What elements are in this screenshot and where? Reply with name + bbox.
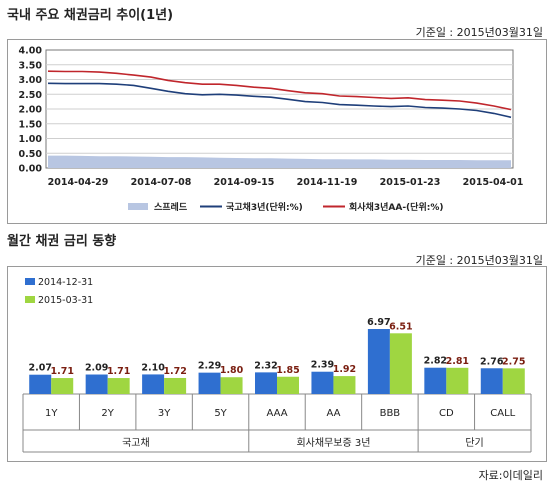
y-tick-label: 1.00 — [19, 134, 43, 145]
bar-label-2015-03-31-CALL: 2.75 — [502, 356, 525, 367]
legend-swatch-2015-03-31 — [25, 296, 35, 303]
bar-2015-03-31-AAA — [277, 376, 299, 394]
top-chart-title: 국내 주요 채권금리 추이(1년) — [7, 8, 174, 23]
series-line-govt-3y — [47, 82, 512, 119]
x-tick-label: 2014-09-15 — [214, 177, 275, 188]
bottom-chart-date: 기준일 : 2015년03월31일 — [415, 254, 543, 267]
series-line-corp-3y — [47, 70, 512, 111]
bar-2014-12-31-2Y — [85, 374, 108, 394]
x-tick-label: 2014-04-29 — [48, 177, 109, 188]
bar-2014-12-31-AAA — [255, 372, 277, 394]
legend-govt-3y-label: 국고채3년(단위:%) — [226, 201, 303, 213]
category-label-CD: CD — [439, 408, 454, 419]
category-label-CALL: CALL — [490, 408, 515, 419]
category-label-3Y: 3Y — [158, 408, 171, 419]
bar-label-2015-03-31-AAA: 1.85 — [276, 365, 299, 376]
group-label: 회사채무보증 3년 — [296, 437, 370, 449]
bar-2014-12-31-AA — [311, 371, 334, 394]
category-label-AAA: AAA — [266, 408, 287, 419]
series-area-spread — [48, 155, 511, 168]
legend-spread-swatch — [128, 203, 148, 210]
category-label-2Y: 2Y — [101, 408, 114, 419]
x-tick-label: 2014-07-08 — [131, 177, 192, 188]
line-chart: 4.00 3.50 3.00 2.50 2.00 1.50 1.00 0.50 0.00 2014… — [19, 46, 524, 214]
source-note: 자료:이데일리 — [478, 469, 543, 482]
bar-label-2015-03-31-1Y: 1.71 — [50, 366, 73, 377]
bar-2015-03-31-CALL — [502, 368, 525, 394]
bar-chart-panel: 2014-12-31 2015-03-31 2.07 1.71 1Y 2.09 1.71 2Y… — [7, 266, 547, 462]
bar-2015-03-31-3Y — [164, 377, 187, 394]
legend-corp-3y-label: 회사채3년AA-(단위:%) — [349, 201, 443, 213]
group-label: 단기 — [465, 437, 483, 449]
bar-2014-12-31-3Y — [142, 374, 165, 394]
bar-label-2015-03-31-2Y: 1.71 — [107, 366, 130, 377]
bar-label-2014-12-31-2Y: 2.09 — [85, 363, 108, 374]
category-label-BBB: BBB — [380, 408, 401, 419]
y-tick-label: 3.50 — [19, 60, 43, 71]
bar-label-2014-12-31-BBB: 6.97 — [367, 317, 390, 328]
top-chart-date: 기준일 : 2015년03월31일 — [415, 26, 543, 39]
bar-label-2014-12-31-5Y: 2.29 — [198, 361, 221, 372]
legend-label-2014-12-31: 2014-12-31 — [38, 277, 93, 288]
x-tick-label: 2015-04-01 — [463, 177, 524, 188]
y-tick-label: 4.00 — [19, 46, 43, 57]
y-tick-label: 0.00 — [19, 164, 43, 175]
bottom-chart-title: 월간 채권 금리 동향 — [7, 234, 117, 249]
bar-label-2015-03-31-CD: 2.81 — [446, 356, 469, 367]
bar-label-2014-12-31-CD: 2.82 — [424, 356, 447, 367]
bar-chart: 2014-12-312015-03-312.071.711Y2.091.712Y… — [22, 277, 532, 453]
y-tick-label: 2.50 — [19, 90, 43, 101]
category-label-5Y: 5Y — [214, 408, 227, 419]
y-tick-label: 3.00 — [19, 75, 43, 86]
bar-2014-12-31-CALL — [480, 368, 503, 394]
bar-2015-03-31-BBB — [389, 333, 412, 394]
bar-label-2014-12-31-1Y: 2.07 — [28, 363, 51, 374]
y-tick-label: 2.00 — [19, 105, 43, 116]
bar-2014-12-31-CD — [424, 367, 447, 394]
y-tick-label: 0.50 — [19, 149, 43, 160]
bar-2014-12-31-BBB — [367, 329, 390, 394]
bar-label-2015-03-31-3Y: 1.72 — [163, 366, 186, 377]
bar-label-2015-03-31-BBB: 6.51 — [389, 321, 412, 332]
category-label-1Y: 1Y — [45, 408, 58, 419]
bar-2015-03-31-2Y — [107, 378, 130, 394]
bar-2015-03-31-AA — [333, 376, 356, 394]
bar-label-2015-03-31-5Y: 1.80 — [220, 365, 244, 376]
category-label-AA: AA — [326, 408, 340, 419]
legend-spread-label: 스프레드 — [154, 201, 188, 213]
y-tick-label: 1.50 — [19, 119, 43, 130]
bar-label-2014-12-31-AA: 2.39 — [311, 360, 334, 371]
x-tick-label: 2015-01-23 — [380, 177, 441, 188]
bar-2015-03-31-1Y — [51, 378, 74, 394]
line-chart-panel: 4.00 3.50 3.00 2.50 2.00 1.50 1.00 0.50 0.00 2014… — [7, 39, 547, 224]
bar-2015-03-31-CD — [446, 367, 469, 394]
bar-label-2014-12-31-CALL: 2.76 — [480, 356, 504, 367]
bar-2014-12-31-1Y — [29, 374, 52, 394]
bar-2015-03-31-5Y — [220, 377, 243, 394]
group-label: 국고채 — [122, 437, 150, 449]
bar-2014-12-31-5Y — [198, 372, 221, 394]
legend-swatch-2014-12-31 — [25, 278, 35, 285]
bar-label-2014-12-31-AAA: 2.32 — [254, 360, 277, 371]
legend-label-2015-03-31: 2015-03-31 — [38, 295, 93, 306]
x-tick-label: 2014-11-19 — [297, 177, 358, 188]
bar-label-2014-12-31-3Y: 2.10 — [141, 362, 165, 373]
bar-label-2015-03-31-AA: 1.92 — [333, 364, 356, 375]
